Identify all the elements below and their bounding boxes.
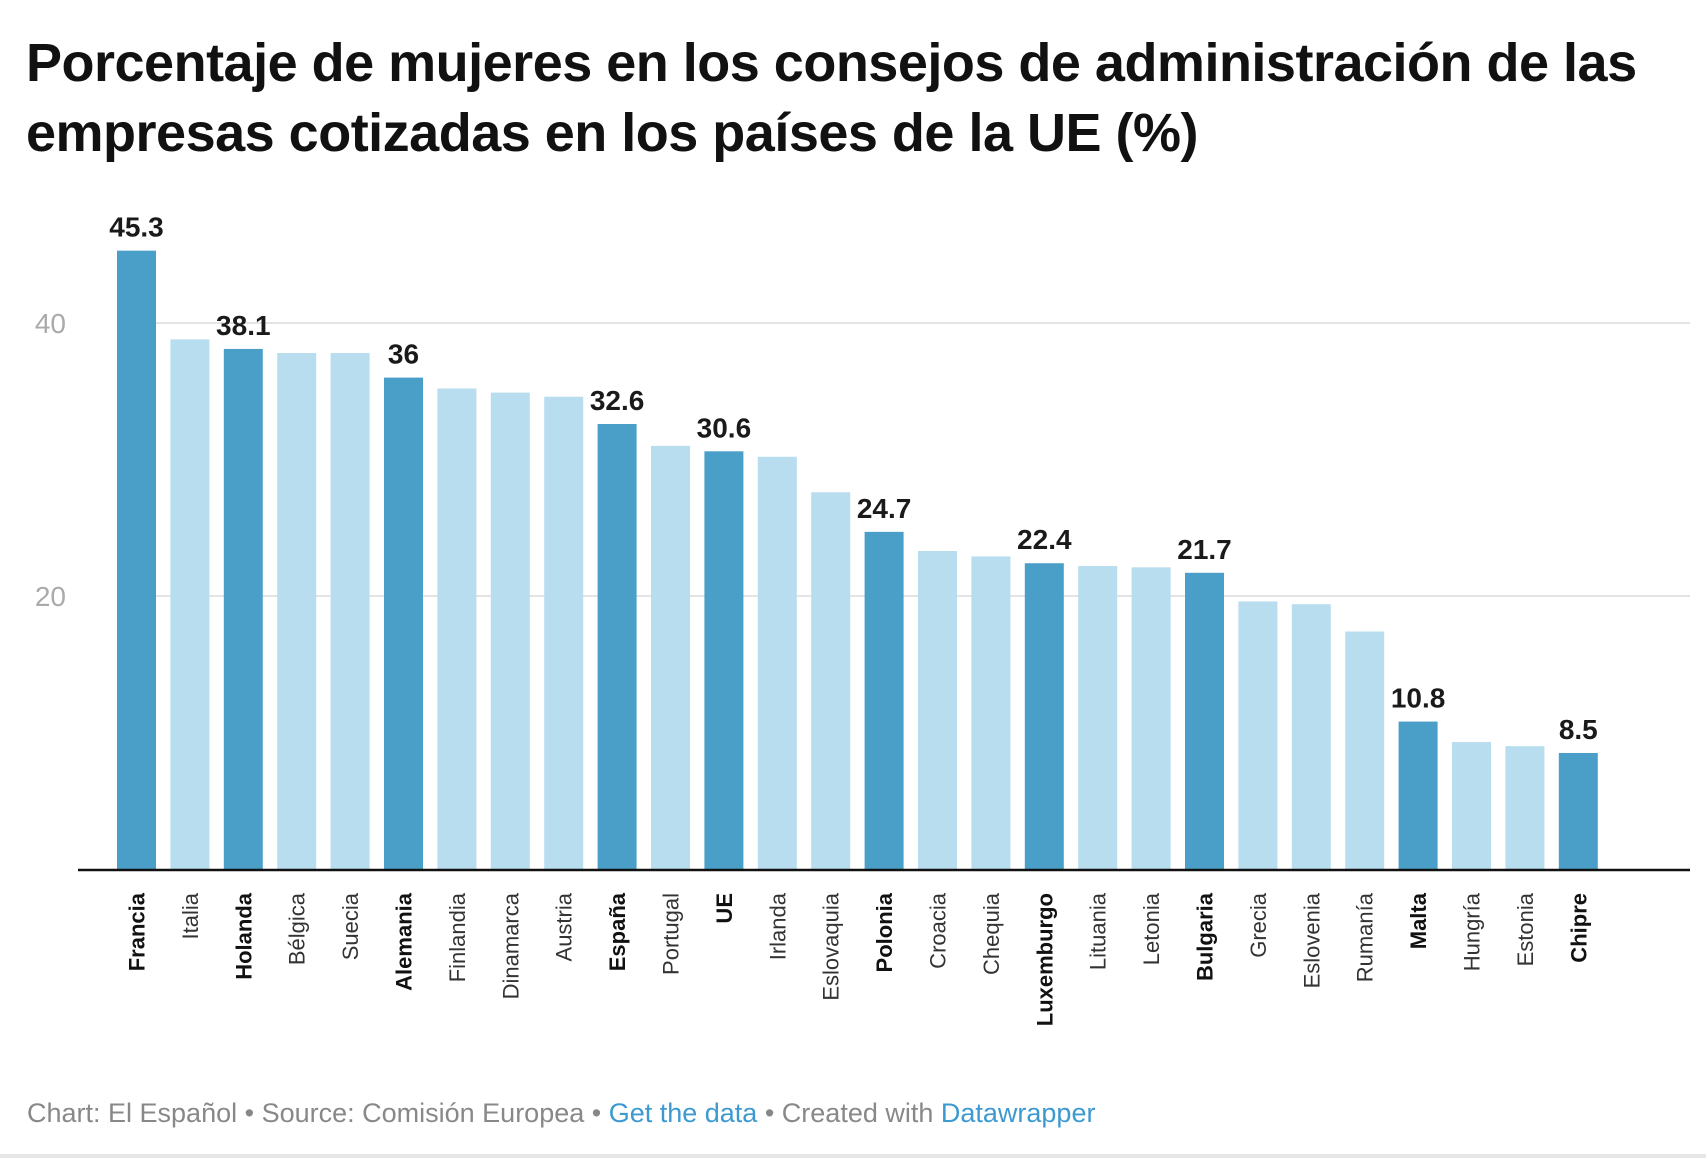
data-label: 30.6: [697, 412, 752, 443]
bar-españa: [597, 424, 637, 869]
x-tick-label: Hungría: [1460, 892, 1485, 971]
data-label: 38.1: [216, 310, 271, 341]
bar-chequia: [971, 556, 1011, 869]
x-tick-label: Austria: [552, 892, 577, 961]
x-tick-label: Holanda: [231, 892, 256, 980]
x-tick-label: Chipre: [1566, 893, 1591, 963]
bar-rumanía: [1345, 631, 1385, 869]
x-tick-label: Croacia: [926, 892, 951, 969]
bar-croacia: [918, 550, 957, 869]
separator: •: [237, 1098, 262, 1128]
bar-hungría: [1452, 742, 1491, 869]
x-tick-label: Estonia: [1513, 892, 1538, 966]
data-label: 24.7: [857, 493, 912, 524]
bar-letonia: [1131, 567, 1171, 869]
bar-ue: [704, 451, 744, 869]
x-tick-label: Malta: [1406, 892, 1431, 949]
bar-eslovaquia: [811, 492, 851, 869]
x-tick-label: Finlandia: [445, 892, 470, 982]
bar-francia: [117, 250, 156, 869]
bar-alemania: [384, 377, 423, 869]
footer: Chart: El Español • Source: Comisión Eur…: [27, 1098, 1095, 1129]
data-label: 32.6: [590, 385, 645, 416]
bar-lituania: [1078, 565, 1118, 869]
x-tick-label: Suecia: [338, 892, 363, 960]
bar-finlandia: [437, 388, 477, 869]
x-tick-label: Francia: [125, 892, 150, 971]
x-tick-label: Rumanía: [1353, 892, 1378, 982]
get-the-data-link[interactable]: Get the data: [608, 1098, 758, 1128]
x-tick-label: Dinamarca: [498, 892, 523, 999]
bar-grecia: [1238, 601, 1278, 869]
bar-eslovenia: [1291, 604, 1331, 869]
x-tick-label: Lituania: [1086, 892, 1111, 970]
x-tick-label: Italia: [178, 892, 203, 939]
y-tick-label: 40: [35, 308, 66, 339]
source-text: Source: Comisión Europea: [261, 1098, 585, 1128]
data-label: 22.4: [1017, 524, 1072, 555]
chart-credit: Chart: El Español: [27, 1098, 238, 1128]
separator: •: [584, 1098, 609, 1128]
x-tick-label: Irlanda: [765, 892, 790, 960]
created-with-text: Created with: [781, 1098, 941, 1128]
bar-portugal: [651, 445, 690, 869]
bar-irlanda: [757, 456, 797, 869]
x-tick-label: Alemania: [392, 892, 417, 991]
separator: •: [757, 1098, 782, 1128]
data-label: 10.8: [1391, 683, 1446, 714]
bottom-divider: [0, 1154, 1706, 1158]
x-tick-label: Chequia: [979, 892, 1004, 975]
datawrapper-link[interactable]: Datawrapper: [940, 1098, 1096, 1128]
bar-bulgaria: [1185, 572, 1224, 869]
bar-suecia: [330, 353, 370, 869]
bar-holanda: [223, 348, 263, 869]
bar-luxemburgo: [1024, 563, 1064, 869]
x-tick-label: Eslovenia: [1299, 892, 1324, 988]
x-tick-label: Letonia: [1139, 892, 1164, 965]
x-tick-label: Polonia: [872, 892, 897, 972]
chart-title: Porcentaje de mujeres en los consejos de…: [26, 33, 1637, 163]
bar-malta: [1398, 721, 1438, 869]
data-label: 36: [388, 339, 419, 370]
bar-polonia: [864, 531, 904, 869]
x-tick-label: España: [605, 892, 630, 971]
bar-bélgica: [277, 353, 317, 869]
x-tick-label: Bélgica: [285, 892, 310, 965]
x-tick-label: Luxemburgo: [1032, 893, 1057, 1026]
bar-dinamarca: [490, 392, 530, 869]
bar-italia: [170, 339, 210, 869]
data-label: 21.7: [1177, 534, 1232, 565]
bar-estonia: [1505, 746, 1545, 869]
data-label: 45.3: [109, 212, 164, 243]
x-tick-label: Portugal: [659, 893, 684, 975]
bar-chipre: [1558, 752, 1598, 869]
x-tick-label: Grecia: [1246, 892, 1271, 958]
data-label: 8.5: [1559, 714, 1598, 745]
x-tick-label: Eslovaquia: [819, 892, 844, 1000]
y-tick-label: 20: [35, 581, 66, 612]
bar-austria: [544, 396, 584, 869]
x-tick-label: UE: [712, 893, 737, 924]
x-tick-label: Bulgaria: [1193, 892, 1218, 981]
